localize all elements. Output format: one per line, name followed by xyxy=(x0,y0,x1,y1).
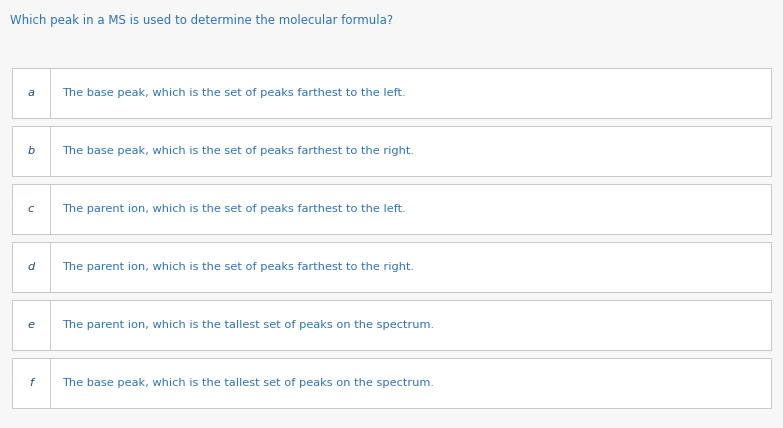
Text: The parent ion, which is the tallest set of peaks on the spectrum.: The parent ion, which is the tallest set… xyxy=(62,320,434,330)
Text: The parent ion, which is the set of peaks farthest to the right.: The parent ion, which is the set of peak… xyxy=(62,262,414,272)
Text: The base peak, which is the tallest set of peaks on the spectrum.: The base peak, which is the tallest set … xyxy=(62,378,434,388)
Bar xyxy=(12,184,771,234)
Bar xyxy=(12,300,771,350)
Text: d: d xyxy=(27,262,34,272)
Text: f: f xyxy=(29,378,33,388)
Text: b: b xyxy=(27,146,34,156)
Text: e: e xyxy=(27,320,34,330)
Bar xyxy=(12,242,771,292)
Text: Which peak in a MS is used to determine the molecular formula?: Which peak in a MS is used to determine … xyxy=(10,14,393,27)
Text: a: a xyxy=(27,88,34,98)
Text: c: c xyxy=(28,204,34,214)
Bar xyxy=(12,126,771,176)
Text: The parent ion, which is the set of peaks farthest to the left.: The parent ion, which is the set of peak… xyxy=(62,204,406,214)
Text: The base peak, which is the set of peaks farthest to the right.: The base peak, which is the set of peaks… xyxy=(62,146,414,156)
Bar xyxy=(12,68,771,118)
Bar xyxy=(12,358,771,408)
Text: The base peak, which is the set of peaks farthest to the left.: The base peak, which is the set of peaks… xyxy=(62,88,406,98)
